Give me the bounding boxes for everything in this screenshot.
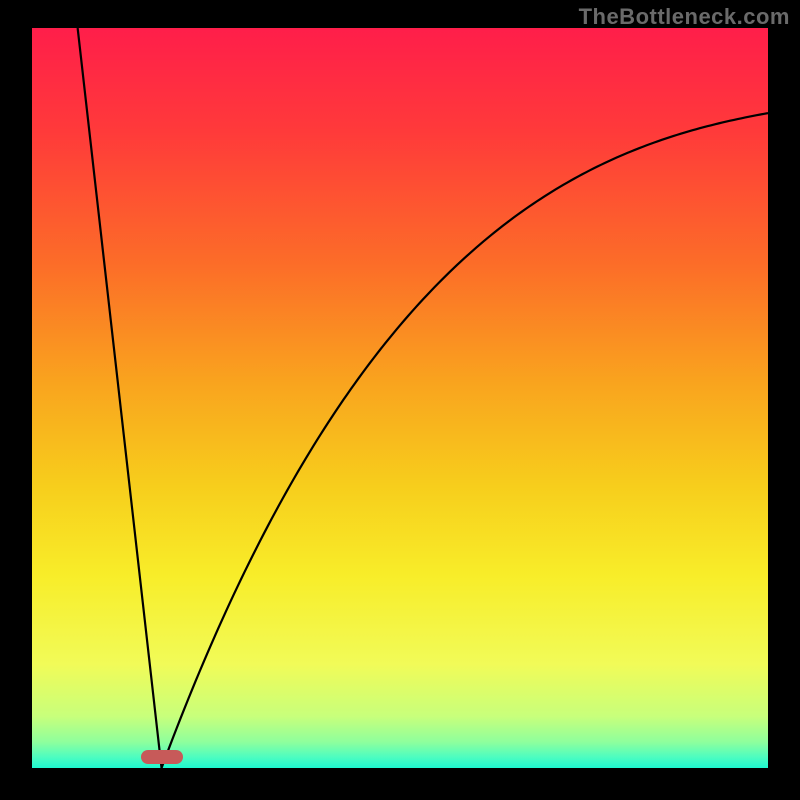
watermark-text: TheBottleneck.com — [579, 4, 790, 30]
curve-path — [78, 28, 768, 768]
plot-area — [32, 28, 768, 768]
bottleneck-curve — [32, 28, 768, 768]
optimal-point-indicator — [141, 750, 183, 764]
